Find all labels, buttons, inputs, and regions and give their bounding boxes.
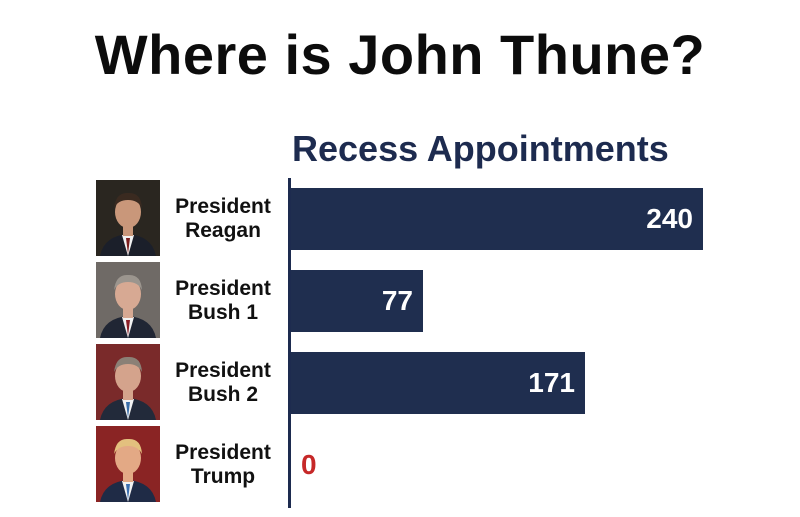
category-label: President Bush 2 [162,359,284,407]
category-label-line: President [175,195,271,218]
data-label: 0 [301,449,317,480]
bar [291,270,423,332]
trump-portrait [96,426,160,502]
category-label-line: President [175,359,271,382]
category-label-line: President [175,441,271,464]
data-label: 171 [528,367,575,398]
data-label: 77 [381,285,413,316]
data-label: 240 [646,203,693,234]
category-label-line: Trump [190,465,256,488]
headline: Where is John Thune? [94,23,706,86]
bar [291,188,703,250]
category-label: President Bush 1 [162,277,284,325]
category-label-line: Reagan [185,219,261,242]
y-axis-line [288,178,291,508]
bush2-portrait [96,344,160,420]
bar [291,352,585,414]
bush1-portrait [96,262,160,338]
category-label: President Reagan [162,195,284,243]
category-label-line: President [175,277,271,300]
category-label-line: Bush 1 [187,301,258,324]
chart-title: Recess Appointments [292,128,669,169]
category-label: President Trump [162,441,284,489]
reagan-portrait [96,180,160,256]
category-label-line: Bush 2 [187,383,258,406]
